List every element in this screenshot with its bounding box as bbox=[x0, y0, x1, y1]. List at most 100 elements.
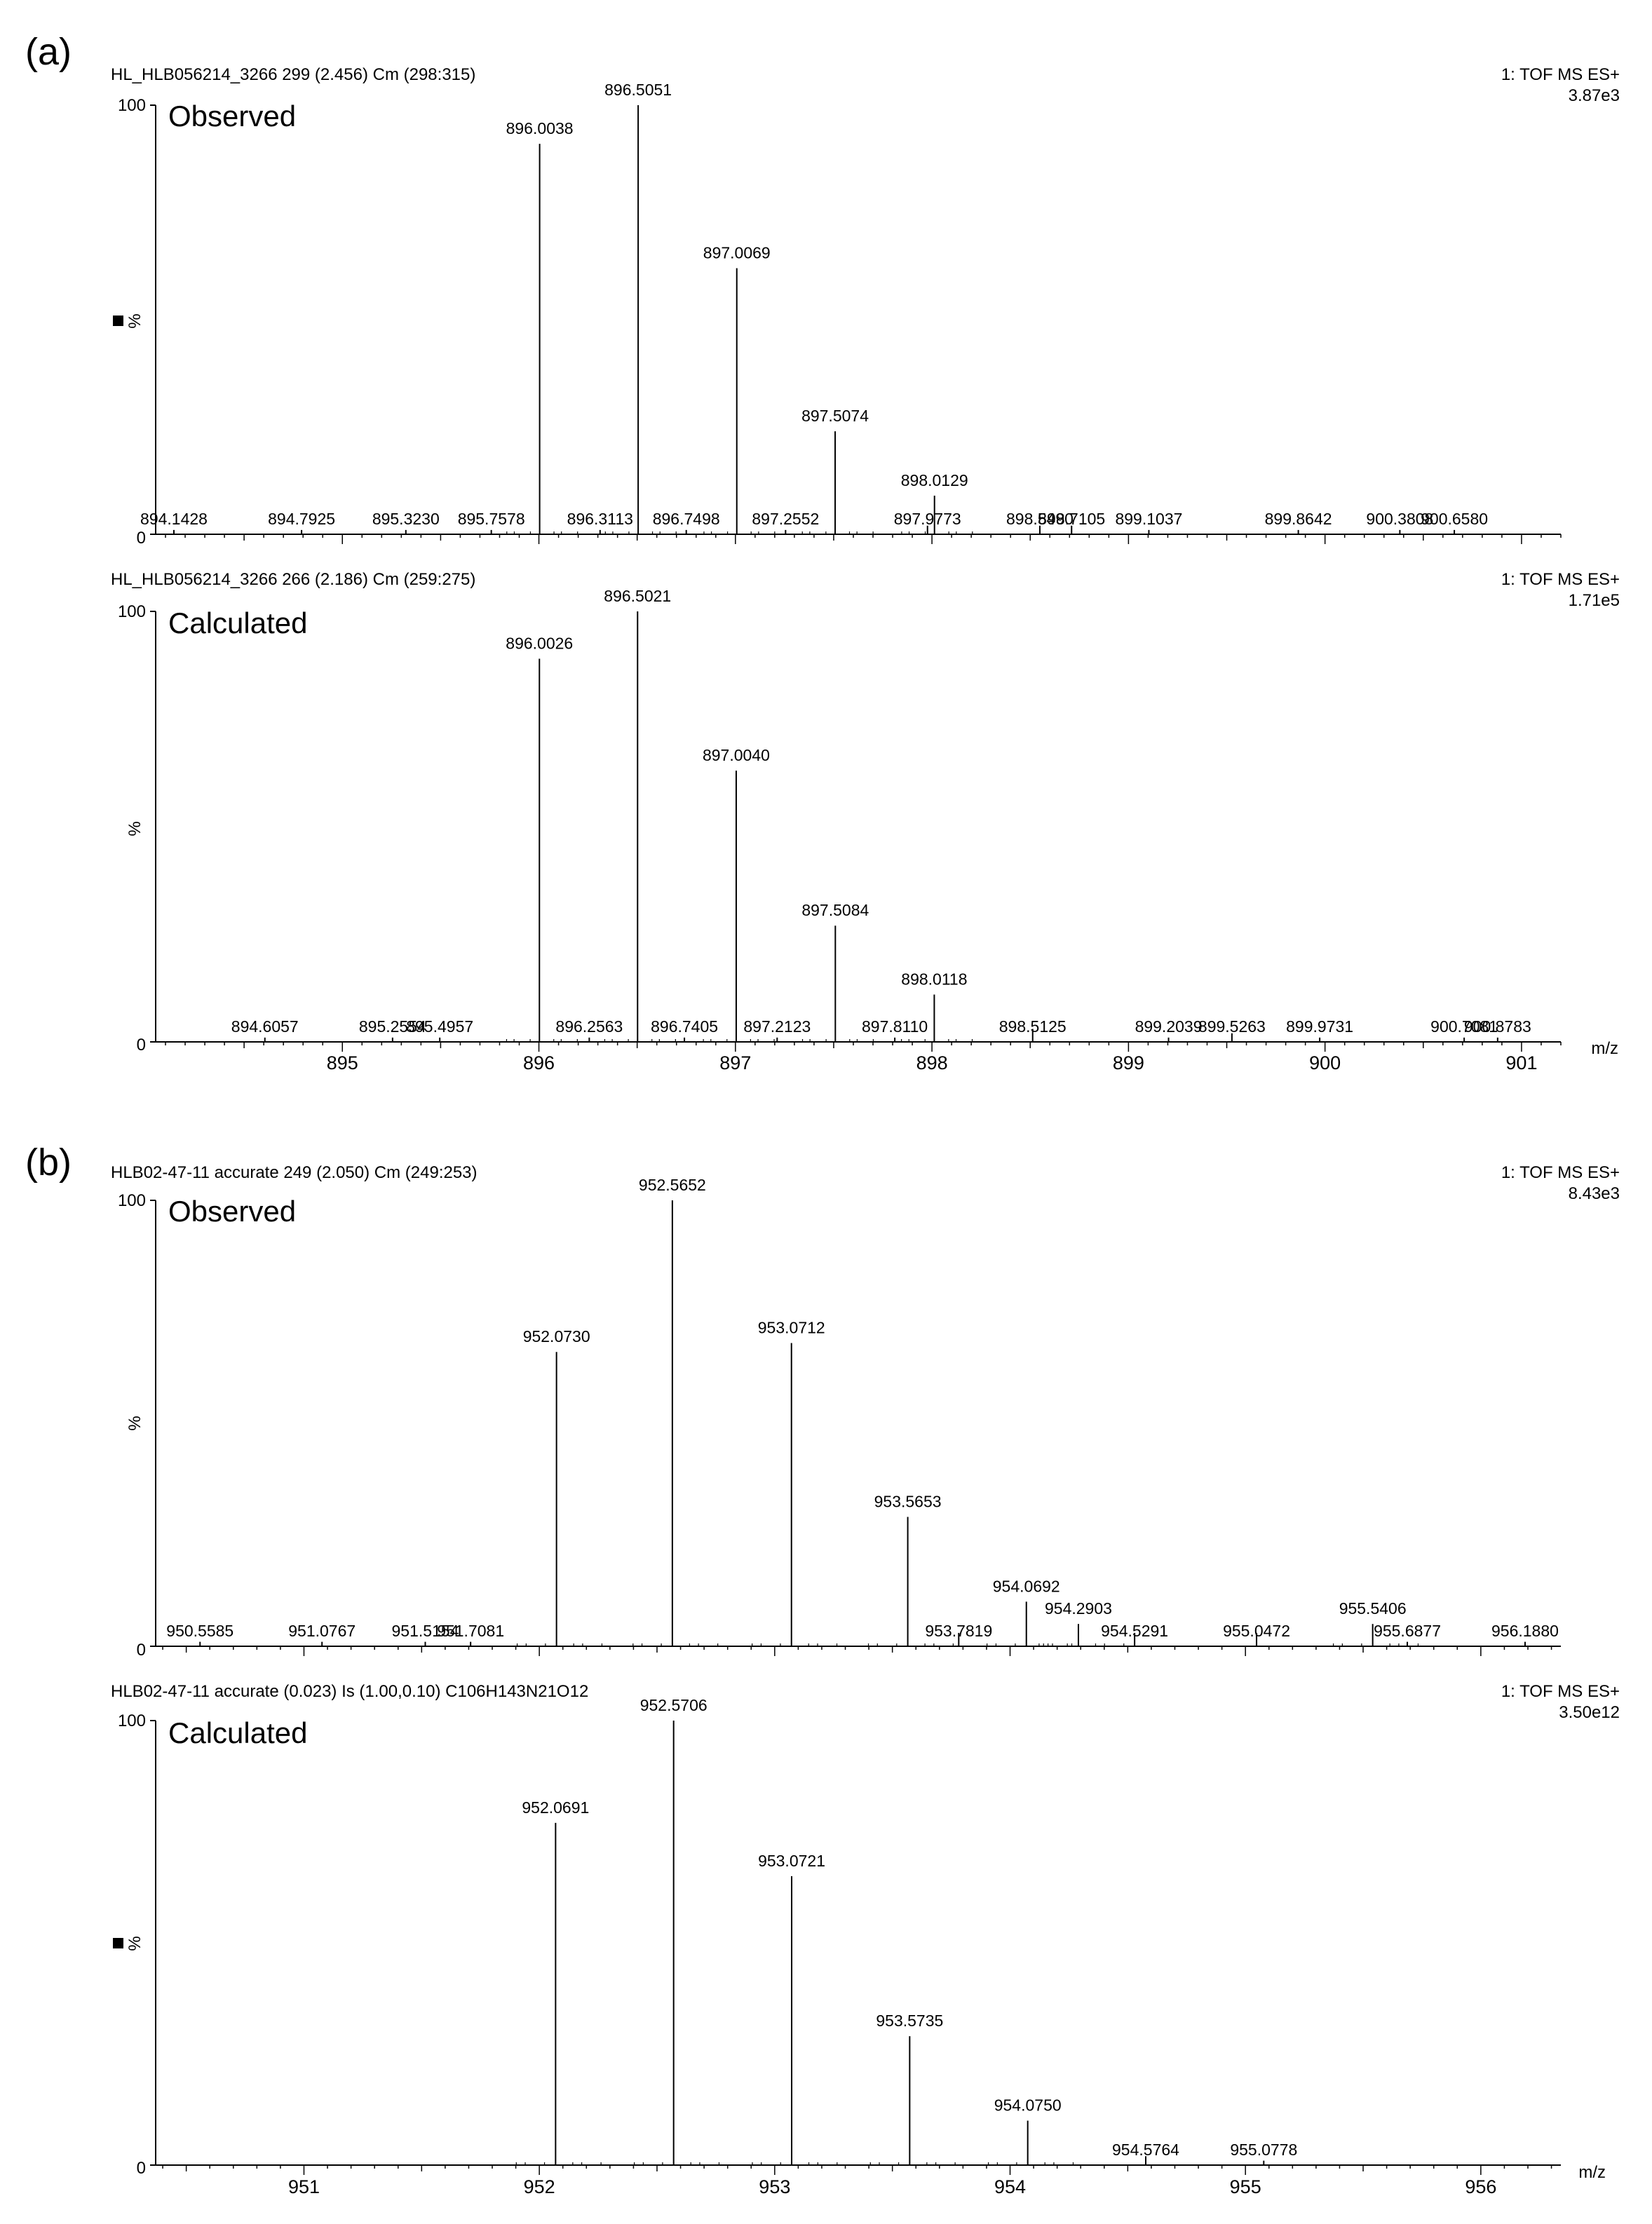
x-tick-label: 898 bbox=[916, 1052, 948, 1073]
spectrum-a-observed-header-right-1: 1: TOF MS ES+ bbox=[1501, 65, 1620, 84]
x-tick-label: 955 bbox=[1230, 2176, 1261, 2197]
spectrum-a-calculated-header-right-2: 1.71e5 bbox=[1569, 591, 1620, 610]
x-tick-label: 951 bbox=[288, 2176, 320, 2197]
peak-label: 896.7498 bbox=[653, 510, 720, 528]
peak-label: 896.7405 bbox=[651, 1017, 718, 1036]
peak-label: 900.7081 bbox=[1430, 1017, 1498, 1036]
spectrum-a-calculated-header-left: HL_HLB056214_3266 266 (2.186) Cm (259:27… bbox=[111, 570, 475, 589]
y-tick-top: 100 bbox=[118, 1711, 146, 1730]
peak-label: 897.5084 bbox=[801, 901, 869, 919]
y-axis-label: % bbox=[126, 313, 144, 328]
peak-label: 895.3230 bbox=[372, 510, 440, 528]
peak-label: 897.5074 bbox=[801, 407, 869, 425]
peak-label: 955.5406 bbox=[1339, 1599, 1407, 1618]
x-tick-label: 896 bbox=[523, 1052, 555, 1073]
x-tick-label: 897 bbox=[719, 1052, 751, 1073]
x-axis-label: m/z bbox=[1578, 2163, 1606, 2182]
spectrum-b-observed-header-left: HLB02-47-11 accurate 249 (2.050) Cm (249… bbox=[111, 1163, 478, 1182]
peak-label: 895.7578 bbox=[458, 510, 525, 528]
peak-label: 900.6580 bbox=[1421, 510, 1488, 528]
spectrum-plot-0: 894.1428 894.7925 895.3230 895.7578 896.0038… bbox=[140, 81, 1562, 544]
spectrum-b-observed-header-right-1: 1: TOF MS ES+ bbox=[1501, 1163, 1620, 1182]
peak-label: 894.7925 bbox=[268, 510, 335, 528]
y-tick-bottom: 0 bbox=[137, 1641, 146, 1660]
x-tick-label: 954 bbox=[994, 2176, 1026, 2197]
peak-label: 953.5735 bbox=[876, 2012, 943, 2030]
peak-label: 955.0778 bbox=[1230, 2141, 1297, 2159]
peak-label: 899.1037 bbox=[1115, 510, 1182, 528]
peak-label: 953.7819 bbox=[925, 1622, 992, 1640]
peak-label: 897.8110 bbox=[862, 1017, 928, 1036]
peak-label: 895.2554 bbox=[359, 1017, 426, 1036]
spectrum-b-calculated-header-left: HLB02-47-11 accurate (0.023) Is (1.00,0.… bbox=[111, 1682, 588, 1701]
spectrum-a-observed-name: Observed bbox=[168, 100, 296, 133]
y-tick-bottom: 0 bbox=[137, 529, 146, 548]
y-tick-top: 100 bbox=[118, 602, 146, 621]
y-axis-label: % bbox=[126, 1416, 144, 1430]
peak-label: 896.2563 bbox=[555, 1017, 623, 1036]
peak-label: 897.0040 bbox=[703, 746, 770, 764]
x-tick-label: 953 bbox=[759, 2176, 790, 2197]
peak-label: 950.5585 bbox=[166, 1622, 233, 1640]
peak-label: 899.2039 bbox=[1135, 1017, 1203, 1036]
peak-label: 899.8642 bbox=[1265, 510, 1332, 528]
peak-label: 897.2552 bbox=[752, 510, 819, 528]
peak-label: 952.5706 bbox=[640, 1696, 707, 1714]
peak-label: 896.3113 bbox=[567, 510, 633, 528]
peak-label: 953.5653 bbox=[874, 1493, 942, 1511]
peak-label: 956.1880 bbox=[1491, 1622, 1559, 1640]
peak-label: 951.7081 bbox=[437, 1622, 504, 1640]
peak-label: 897.0069 bbox=[703, 244, 771, 262]
peak-label: 954.2903 bbox=[1045, 1599, 1112, 1618]
peak-label: 898.7105 bbox=[1038, 510, 1105, 528]
peak-label: 896.0038 bbox=[506, 119, 574, 137]
spectrum-b-observed-header-right-2: 8.43e3 bbox=[1569, 1184, 1620, 1203]
peak-label: 896.5021 bbox=[604, 587, 671, 605]
peak-label: 955.0472 bbox=[1223, 1622, 1290, 1640]
spectrum-b-calculated-header-right-2: 3.50e12 bbox=[1559, 1703, 1620, 1722]
peak-label: 897.9773 bbox=[894, 510, 961, 528]
peak-label: 951.5154 bbox=[392, 1622, 459, 1640]
peak-label: 899.9731 bbox=[1286, 1017, 1353, 1036]
spectrum-a-observed-header-right-2: 3.87e3 bbox=[1569, 86, 1620, 105]
peak-label: 952.0691 bbox=[522, 1798, 589, 1817]
peak-label: 896.5051 bbox=[604, 81, 672, 99]
peak-label: 952.5652 bbox=[639, 1176, 706, 1194]
peak-label: 894.1428 bbox=[140, 510, 208, 528]
peak-label: 894.6057 bbox=[231, 1017, 299, 1036]
spectrum-b-observed-name: Observed bbox=[168, 1195, 296, 1228]
marker-square bbox=[113, 1938, 123, 1948]
spectrum-plot-1: 895 896 897 898 899 900 901 894.6057 895.2554895… bbox=[150, 587, 1562, 1073]
x-tick-label: 900 bbox=[1309, 1052, 1341, 1073]
panel-label-a: (a) bbox=[25, 31, 72, 73]
panel-label-b: (b) bbox=[25, 1141, 72, 1184]
peak-label: 954.0692 bbox=[993, 1577, 1060, 1595]
peak-label: 895.4957 bbox=[406, 1017, 473, 1036]
x-tick-label: 901 bbox=[1505, 1052, 1537, 1073]
peak-label: 954.5291 bbox=[1101, 1622, 1168, 1640]
peak-label: 897.2123 bbox=[743, 1017, 811, 1036]
y-tick-top: 100 bbox=[118, 1191, 146, 1210]
spectrum-plot-3: 951 952 953 954 955 956 952.0691 952.5706 953.07… bbox=[150, 1696, 1561, 2197]
x-tick-label: 899 bbox=[1113, 1052, 1144, 1073]
spectrum-a-observed-header-left: HL_HLB056214_3266 299 (2.456) Cm (298:31… bbox=[111, 65, 475, 84]
y-tick-bottom: 0 bbox=[137, 2159, 146, 2178]
y-tick-top: 100 bbox=[118, 96, 146, 115]
peak-label: 896.0026 bbox=[506, 635, 573, 653]
x-axis-label: m/z bbox=[1591, 1039, 1618, 1058]
x-tick-label: 895 bbox=[327, 1052, 358, 1073]
peak-label: 898.5125 bbox=[999, 1017, 1067, 1036]
spectrum-b-calculated-header-right-1: 1: TOF MS ES+ bbox=[1501, 1682, 1620, 1701]
peak-label: 952.0730 bbox=[523, 1327, 590, 1345]
peak-label: 898.0118 bbox=[901, 970, 967, 988]
peak-label: 954.0750 bbox=[994, 2096, 1062, 2115]
peak-label: 899.5263 bbox=[1198, 1017, 1266, 1036]
x-tick-label: 952 bbox=[524, 2176, 555, 2197]
peak-label: 954.5764 bbox=[1112, 2141, 1179, 2159]
spectrum-b-calculated-name: Calculated bbox=[168, 1716, 307, 1749]
peak-label: 953.0721 bbox=[758, 1852, 825, 1870]
peak-label: 955.6877 bbox=[1374, 1622, 1441, 1640]
x-tick-label: 956 bbox=[1465, 2176, 1496, 2197]
